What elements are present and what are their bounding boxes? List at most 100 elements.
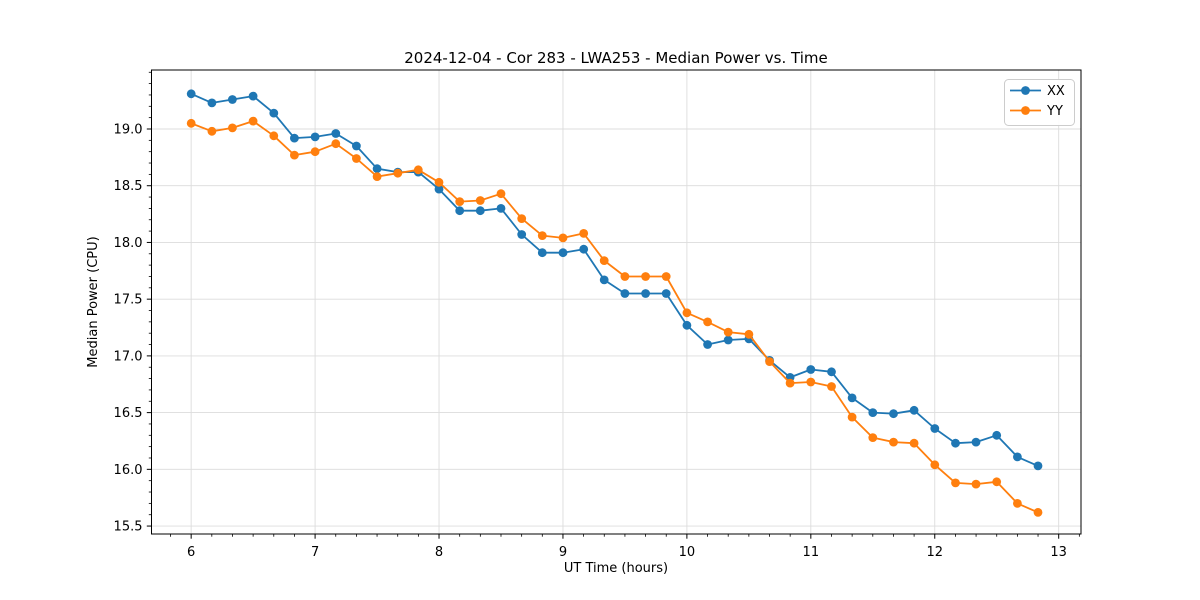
plot-frame [151,69,1082,535]
legend: XX YY [1004,79,1075,126]
data-point-yy [228,123,237,133]
data-point-yy [951,478,960,488]
data-point-xx [703,340,712,349]
data-point-yy [620,272,630,281]
data-point-yy [806,377,816,387]
data-point-xx [517,230,527,239]
y-tick-label: 18.5 [114,179,143,194]
data-point-yy [868,433,878,442]
data-point-xx [827,367,836,377]
data-point-yy [1013,499,1022,508]
x-tick-label: 10 [679,545,696,560]
y-tick-label: 15.5 [114,520,143,535]
data-point-xx [228,95,237,104]
data-point-yy [682,308,692,318]
data-point-xx [331,129,341,138]
data-point-xx [868,408,878,417]
data-point-xx [186,89,196,99]
data-point-yy [599,256,609,265]
data-point-yy [290,150,299,160]
data-point-xx [558,248,568,258]
data-point-yy [971,479,981,489]
data-point-yy [537,231,547,241]
data-point-yy [723,327,733,337]
data-point-xx [1033,461,1043,471]
tick-layer: 6 7 8 9 10 11 12 13 15.5 16.0 16.5 17.0 17.5 18.0 18.5… [114,71,1080,560]
data-point-yy [992,477,1002,487]
data-point-yy [331,139,341,149]
y-tick-label: 19.0 [114,122,143,137]
data-point-yy [496,189,506,199]
data-point-xx [723,335,733,345]
y-tick-label: 16.0 [114,463,143,478]
data-point-yy [641,272,650,281]
data-point-yy [248,116,258,126]
series-layer [186,89,1043,517]
legend-marker-xx [1021,86,1030,95]
x-tick-label: 6 [187,545,195,560]
data-point-xx [475,206,485,216]
data-point-xx [207,98,217,108]
data-point-xx [290,133,299,143]
y-axis-label: Median Power (CPU) [86,236,101,367]
data-point-xx [352,141,361,151]
data-point-xx [951,438,960,448]
data-point-xx [847,393,857,403]
data-point-yy [372,172,382,182]
data-point-yy [269,131,279,141]
data-point-xx [434,184,444,194]
data-point-xx [661,289,671,298]
legend-label-yy: YY [1046,104,1063,119]
data-point-xx [599,275,609,285]
data-point-xx [889,409,898,419]
data-point-yy [661,272,671,281]
y-tick-label: 18.0 [114,236,143,251]
chart-title: 2024-12-04 - Cor 283 - LWA253 - Median P… [404,49,828,67]
y-tick-label: 17.5 [114,293,143,308]
data-point-xx [537,248,547,258]
data-point-xx [269,108,279,118]
data-point-xx [248,91,258,101]
data-point-yy [310,147,320,157]
x-tick-label: 13 [1050,545,1067,560]
data-point-xx [641,289,650,298]
x-tick-label: 11 [803,545,820,560]
legend-label-xx: XX [1047,84,1065,99]
x-tick-label: 12 [926,545,943,560]
x-tick-label: 9 [559,545,567,560]
data-point-yy [703,317,712,327]
x-tick-label: 8 [435,545,443,560]
data-point-xx [971,437,981,447]
y-tick-label: 17.0 [114,349,143,364]
data-point-yy [847,412,857,422]
data-point-yy [558,233,568,243]
data-point-xx [1013,452,1022,462]
x-axis-label: UT Time (hours) [564,561,668,576]
data-point-yy [765,357,774,366]
data-point-yy [186,118,196,128]
data-point-yy [475,196,485,205]
data-point-xx [909,405,919,415]
data-point-xx [310,132,320,142]
data-point-yy [1033,508,1043,517]
data-point-xx [579,244,589,254]
series-line-yy [190,120,1039,514]
data-point-yy [909,438,919,448]
data-point-xx [372,164,382,174]
data-point-xx [682,320,692,330]
data-point-yy [434,177,444,187]
data-point-yy [744,329,754,339]
data-point-yy [889,437,898,447]
data-point-yy [207,126,217,136]
data-point-yy [785,378,795,388]
data-point-yy [579,229,589,238]
y-tick-label: 16.5 [114,406,143,421]
data-point-xx [806,365,816,374]
data-point-yy [352,154,361,163]
data-point-yy [413,165,423,175]
data-point-yy [827,382,836,391]
x-tick-label: 7 [311,545,319,560]
data-point-yy [517,214,527,224]
data-point-xx [992,430,1002,440]
